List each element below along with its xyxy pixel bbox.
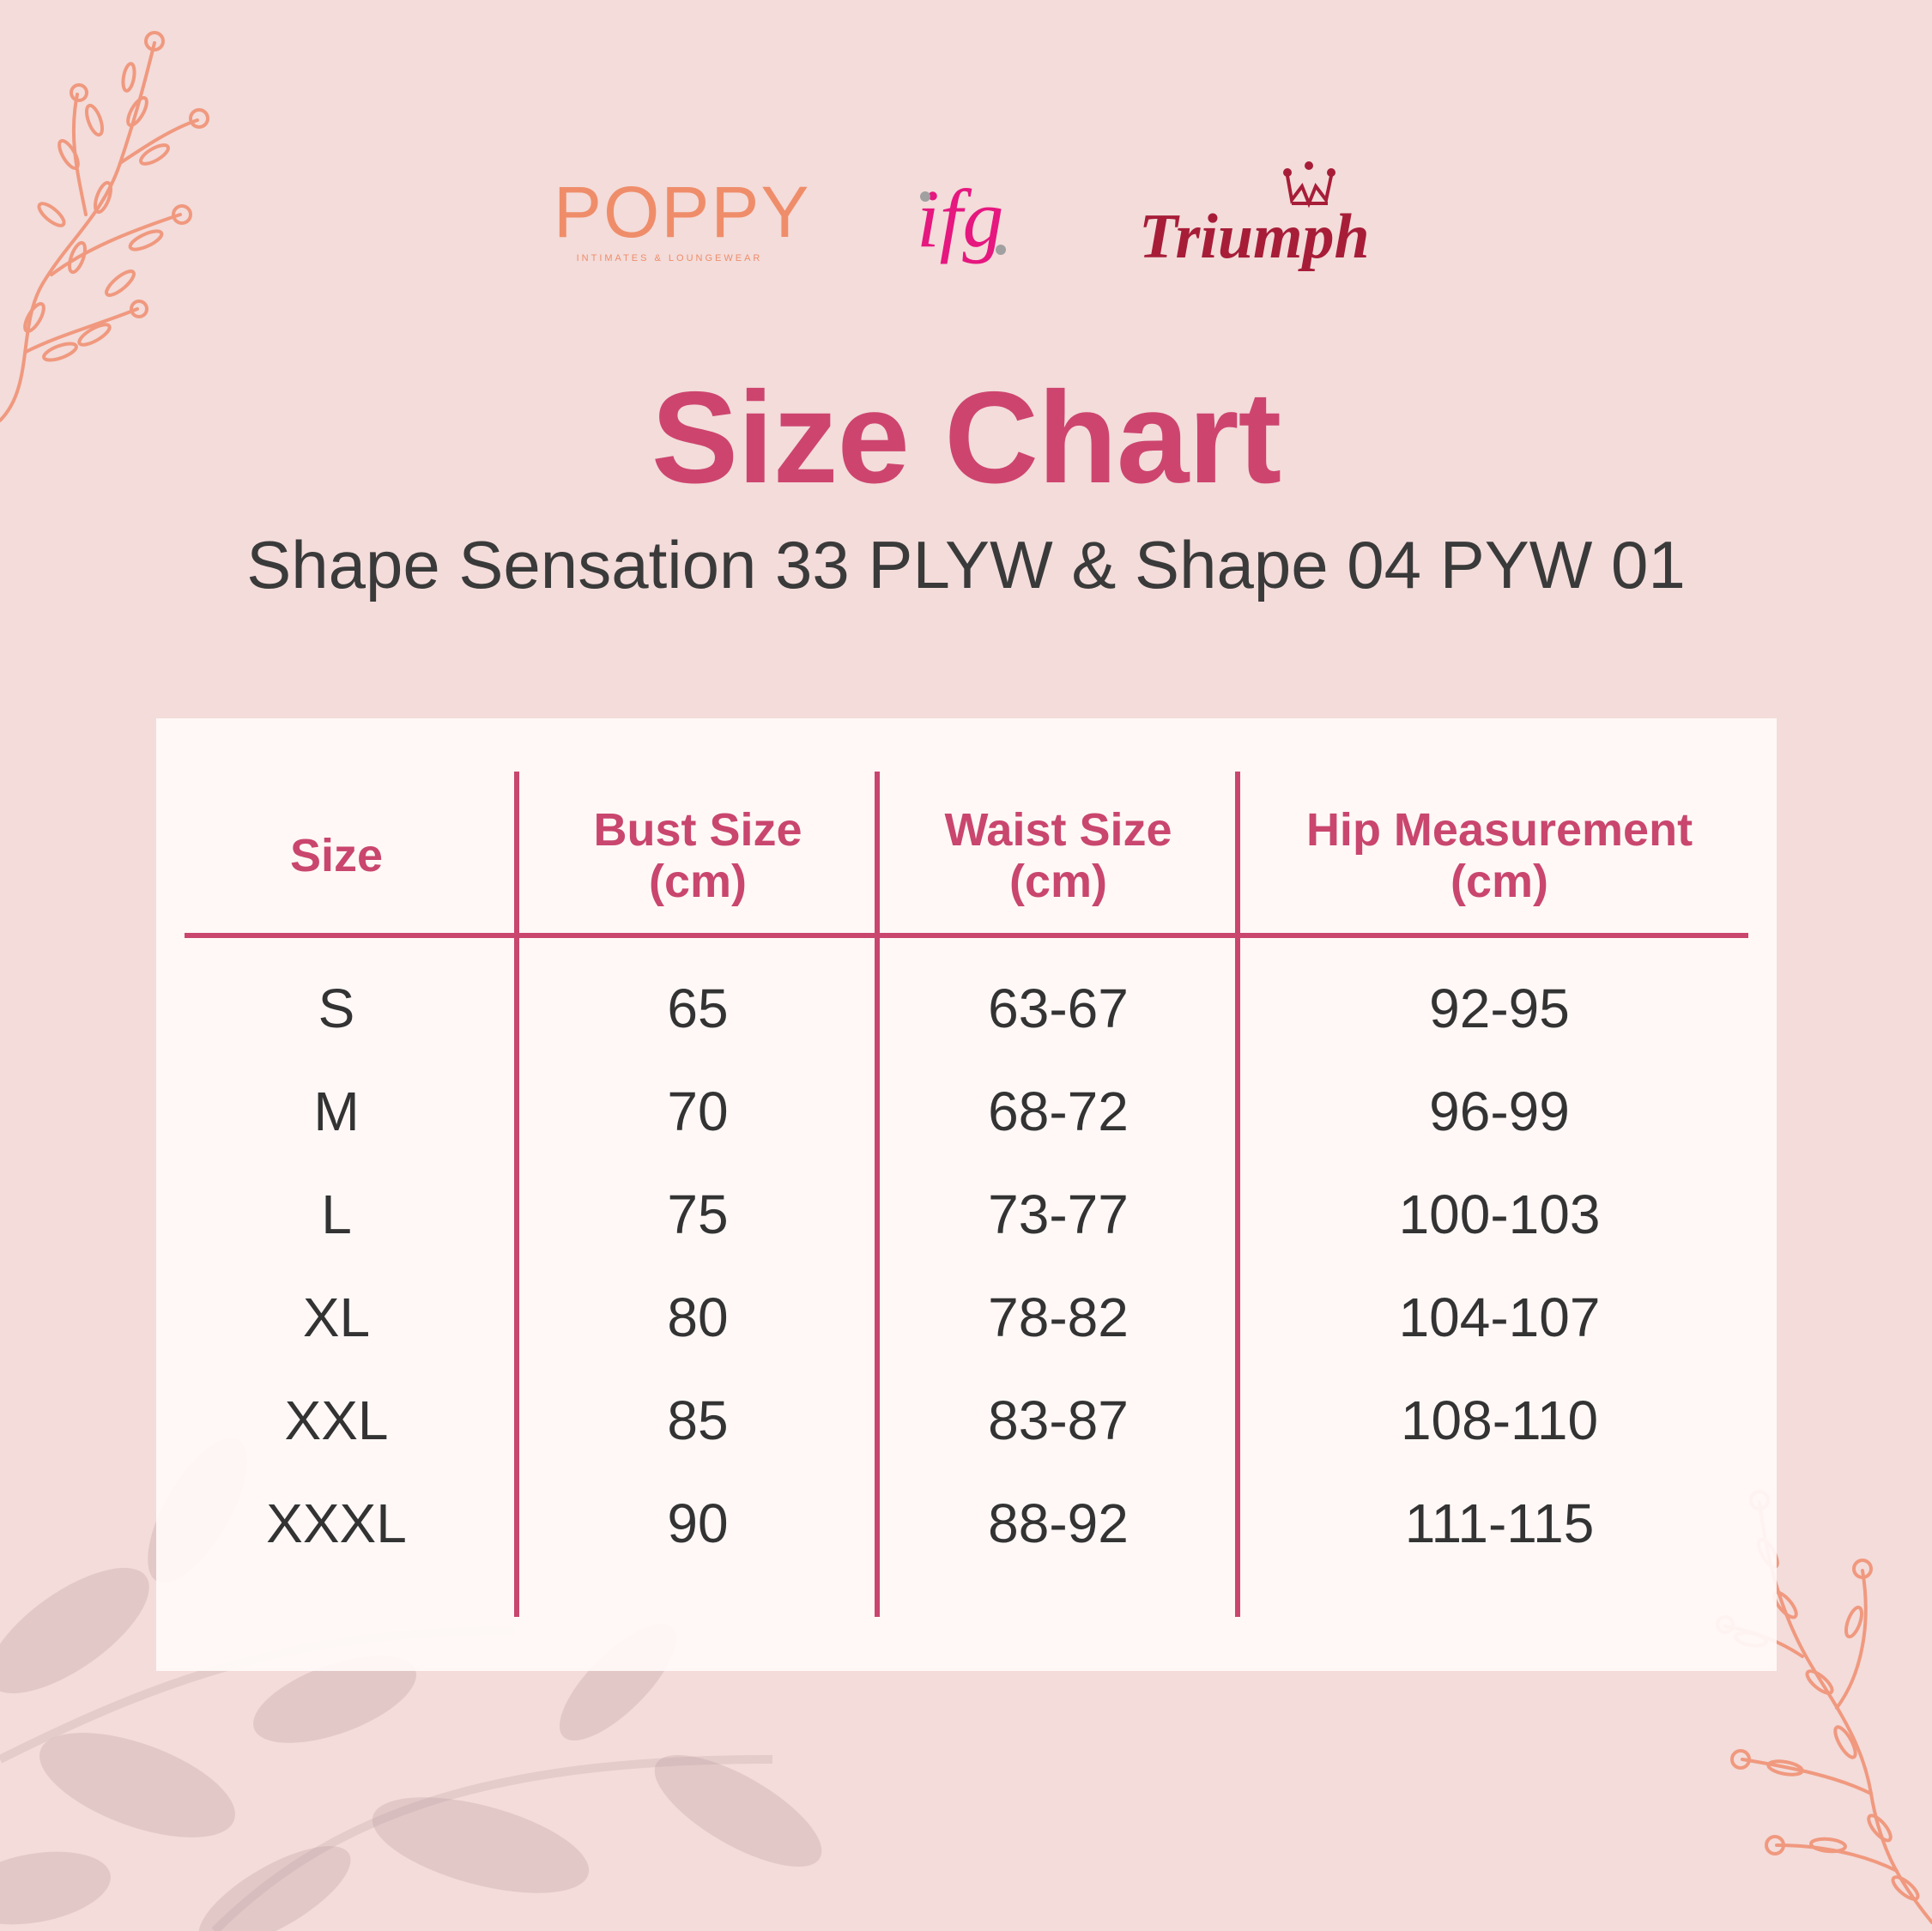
brand-logos: POPPY INTIMATES & LOUNGEWEAR ifg Triumph	[0, 159, 1932, 296]
bust-cell: 75	[667, 1183, 729, 1245]
header-label: Bust Size	[593, 804, 802, 856]
page-title: Size Chart	[651, 365, 1281, 511]
header-hip: Hip Measurement (cm)	[1246, 804, 1753, 907]
column-divider	[514, 772, 519, 1617]
waist-cell: 63-67	[988, 978, 1129, 1039]
hip-cell: 100-103	[1398, 1183, 1601, 1245]
header-label: Waist Size	[944, 804, 1172, 856]
waist-cell: 83-87	[988, 1389, 1129, 1451]
header-bust: Bust Size (cm)	[525, 804, 870, 907]
poppy-logo-wordmark: POPPY	[554, 172, 811, 252]
hip-cell: 111-115	[1404, 1492, 1595, 1554]
size-cell: XXXL	[266, 1492, 407, 1554]
size-table: Size Bust Size (cm) Waist Size (cm) Hip …	[156, 718, 1777, 1671]
header-unit: (cm)	[648, 856, 747, 907]
header-label: Hip Measurement	[1305, 804, 1693, 856]
svg-text:Triumph: Triumph	[1139, 202, 1370, 272]
ifg-logo: ifg	[917, 173, 1006, 264]
header-unit: (cm)	[1008, 856, 1107, 907]
bust-cell: 85	[667, 1389, 729, 1451]
bust-cell: 65	[667, 978, 729, 1039]
bust-cell: 80	[667, 1286, 729, 1348]
waist-cell: 78-82	[988, 1286, 1129, 1348]
hip-cell: 96-99	[1429, 1081, 1570, 1142]
waist-cell: 68-72	[988, 1081, 1129, 1142]
column-divider	[875, 772, 880, 1617]
size-cell: XXL	[284, 1389, 389, 1451]
header-unit: (cm)	[1450, 856, 1548, 907]
header-size: Size	[191, 830, 482, 881]
bust-cell: 70	[667, 1081, 729, 1142]
bust-cell: 90	[667, 1492, 729, 1554]
hip-cell: 92-95	[1429, 978, 1570, 1039]
column-divider	[1235, 772, 1240, 1617]
hip-cell: 108-110	[1400, 1389, 1599, 1451]
size-cell: XL	[302, 1286, 371, 1348]
waist-cell: 88-92	[988, 1492, 1129, 1554]
poppy-logo-tagline: INTIMATES & LOUNGEWEAR	[576, 253, 763, 263]
poppy-logo: POPPY INTIMATES & LOUNGEWEAR	[554, 172, 811, 263]
waist-cell: 73-77	[988, 1183, 1129, 1245]
product-subtitle: Shape Sensation 33 PLYW & Shape 04 PYW 0…	[246, 527, 1686, 602]
triumph-logo: Triumph	[1139, 161, 1370, 272]
size-cell: L	[321, 1183, 352, 1245]
header-divider	[185, 933, 1748, 938]
hip-cell: 104-107	[1398, 1286, 1601, 1348]
svg-text:ifg: ifg	[917, 173, 1003, 264]
header-label: Size	[289, 830, 384, 881]
header-waist: Waist Size (cm)	[886, 804, 1231, 907]
size-cell: S	[318, 978, 355, 1039]
size-cell: M	[313, 1081, 360, 1142]
